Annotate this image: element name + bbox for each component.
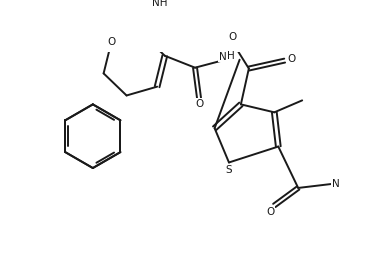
Text: O: O [195,99,203,109]
Text: O: O [288,54,296,64]
Text: O: O [107,38,116,47]
Text: N: N [332,179,340,189]
Text: O: O [266,207,275,217]
Text: O: O [229,32,237,42]
Text: N: N [219,52,227,61]
Text: S: S [226,165,232,175]
Text: H: H [227,51,235,61]
Text: NH: NH [152,0,168,8]
